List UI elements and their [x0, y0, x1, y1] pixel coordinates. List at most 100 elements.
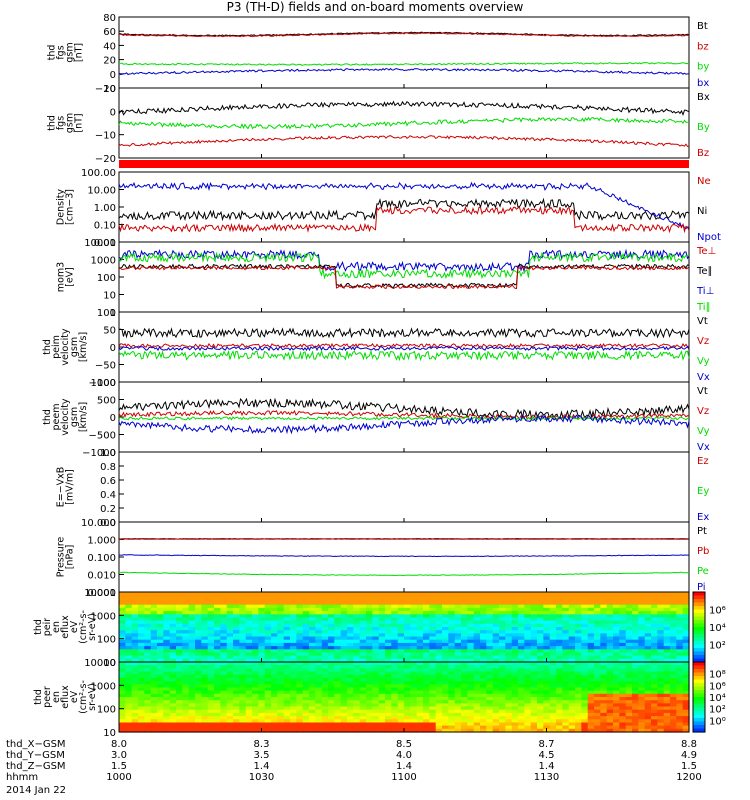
spectrogram-cell [537, 627, 544, 631]
spectrogram-cell [277, 627, 285, 631]
spectrogram-cell [138, 627, 145, 631]
spectrogram-cell [138, 665, 145, 669]
spectrogram-cell [499, 604, 506, 609]
spectrogram-cell [606, 725, 614, 730]
colorbar-segment [693, 634, 705, 639]
spectrogram-cell [372, 639, 380, 644]
spectrogram-cell [245, 722, 253, 727]
spectrogram-cell [315, 684, 323, 689]
spectrogram-cell [537, 620, 544, 625]
y-label-line: eflux [60, 615, 71, 639]
spectrogram-cell [321, 614, 329, 619]
spectrogram-cell [309, 614, 316, 619]
spectrogram-cell [505, 693, 513, 698]
spectrogram-cell [226, 639, 234, 644]
spectrogram-cell [499, 728, 506, 733]
spectrogram-cell [290, 652, 297, 657]
spectrogram-cell [245, 712, 253, 717]
spectrogram-cell [435, 592, 443, 596]
spectrogram-cell [454, 655, 462, 660]
spectrogram-cell [131, 709, 139, 714]
spectrogram-cell [594, 668, 601, 673]
spectrogram-cell [486, 706, 494, 711]
spectrogram-cell [252, 652, 259, 657]
spectrogram-cell [416, 722, 424, 727]
spectrogram-cell [454, 706, 462, 711]
spectrogram-cell [492, 617, 500, 622]
spectrogram-cell [252, 681, 259, 685]
spectrogram-cell [226, 681, 234, 685]
spectrogram-cell [492, 681, 500, 685]
spectrogram-cell [239, 709, 247, 714]
spectrogram-cell [404, 725, 411, 730]
colorbar-tick-label: 10⁸ [709, 670, 726, 681]
spectrogram-cell [499, 722, 506, 727]
spectrogram-cell [467, 655, 475, 660]
spectrogram-cell [264, 607, 272, 612]
spectrogram-cell [568, 642, 576, 647]
spectrogram-cell [347, 607, 354, 612]
spectrogram-cell [676, 646, 684, 650]
spectrogram-cell [461, 684, 468, 689]
spectrogram-cell [214, 646, 221, 650]
spectrogram-cell [632, 725, 639, 730]
spectrogram-cell [556, 611, 563, 615]
spectrogram-cell [556, 636, 563, 641]
spectrogram-cell [625, 623, 633, 628]
spectrogram-cell [201, 728, 209, 733]
spectrogram-cell [448, 690, 456, 695]
spectrogram-cell [271, 633, 278, 638]
spectrogram-cell [119, 630, 126, 634]
colorbar-segment [693, 602, 705, 607]
spectrogram-cell [188, 623, 196, 628]
spectrogram-cell [125, 607, 133, 612]
spectrogram-cell [467, 725, 475, 730]
spectrogram-cell [613, 684, 620, 689]
spectrogram-cell [233, 607, 240, 612]
spectrogram-cell [467, 649, 475, 654]
spectrogram-cell [499, 652, 506, 657]
spectrogram-cell [448, 639, 456, 644]
spectrogram-cell [594, 627, 601, 631]
spectrogram-cell [131, 665, 139, 669]
spectrogram-cell [619, 693, 627, 698]
spectrogram-cell [505, 662, 513, 666]
spectrogram-cell [328, 671, 335, 676]
spectrogram-cell [543, 712, 551, 717]
spectrogram-cell [207, 601, 215, 606]
spectrogram-cell [353, 642, 361, 647]
colorbar-segment [693, 697, 705, 702]
spectrogram-cell [435, 604, 443, 609]
spectrogram-cell [461, 655, 468, 660]
spectrogram-cell [600, 668, 608, 673]
spectrogram-cell [581, 652, 589, 657]
spectrogram-cell [670, 719, 677, 724]
spectrogram-cell [410, 623, 418, 628]
spectrogram-cell [397, 674, 405, 679]
spectrogram-cell [125, 684, 133, 689]
spectrogram-cell [505, 623, 513, 628]
spectrogram-cell [524, 646, 532, 650]
spectrogram-cell [518, 690, 525, 695]
y-tick-label: 1.000 [87, 536, 116, 547]
spectrogram-cell [410, 649, 418, 654]
spectrogram-cell [347, 668, 354, 673]
legend-bx: bx [697, 78, 709, 89]
spectrogram-cell [176, 677, 183, 682]
spectrogram-cell [353, 719, 361, 724]
spectrogram-cell [410, 611, 418, 615]
spectrogram-cell [606, 601, 614, 606]
spectrogram-cell [562, 697, 570, 701]
spectrogram-cell [302, 604, 310, 609]
spectrogram-cell [442, 646, 449, 650]
spectrogram-cell [258, 690, 266, 695]
spectrogram-cell [682, 697, 690, 701]
spectrogram-cell [283, 687, 291, 692]
footer-value: 8.0 [111, 739, 127, 750]
spectrogram-cell [461, 601, 468, 606]
spectrogram-cell [549, 646, 557, 650]
spectrogram-cell [233, 592, 240, 596]
spectrogram-cell [568, 617, 576, 622]
spectrogram-cell [448, 706, 456, 711]
